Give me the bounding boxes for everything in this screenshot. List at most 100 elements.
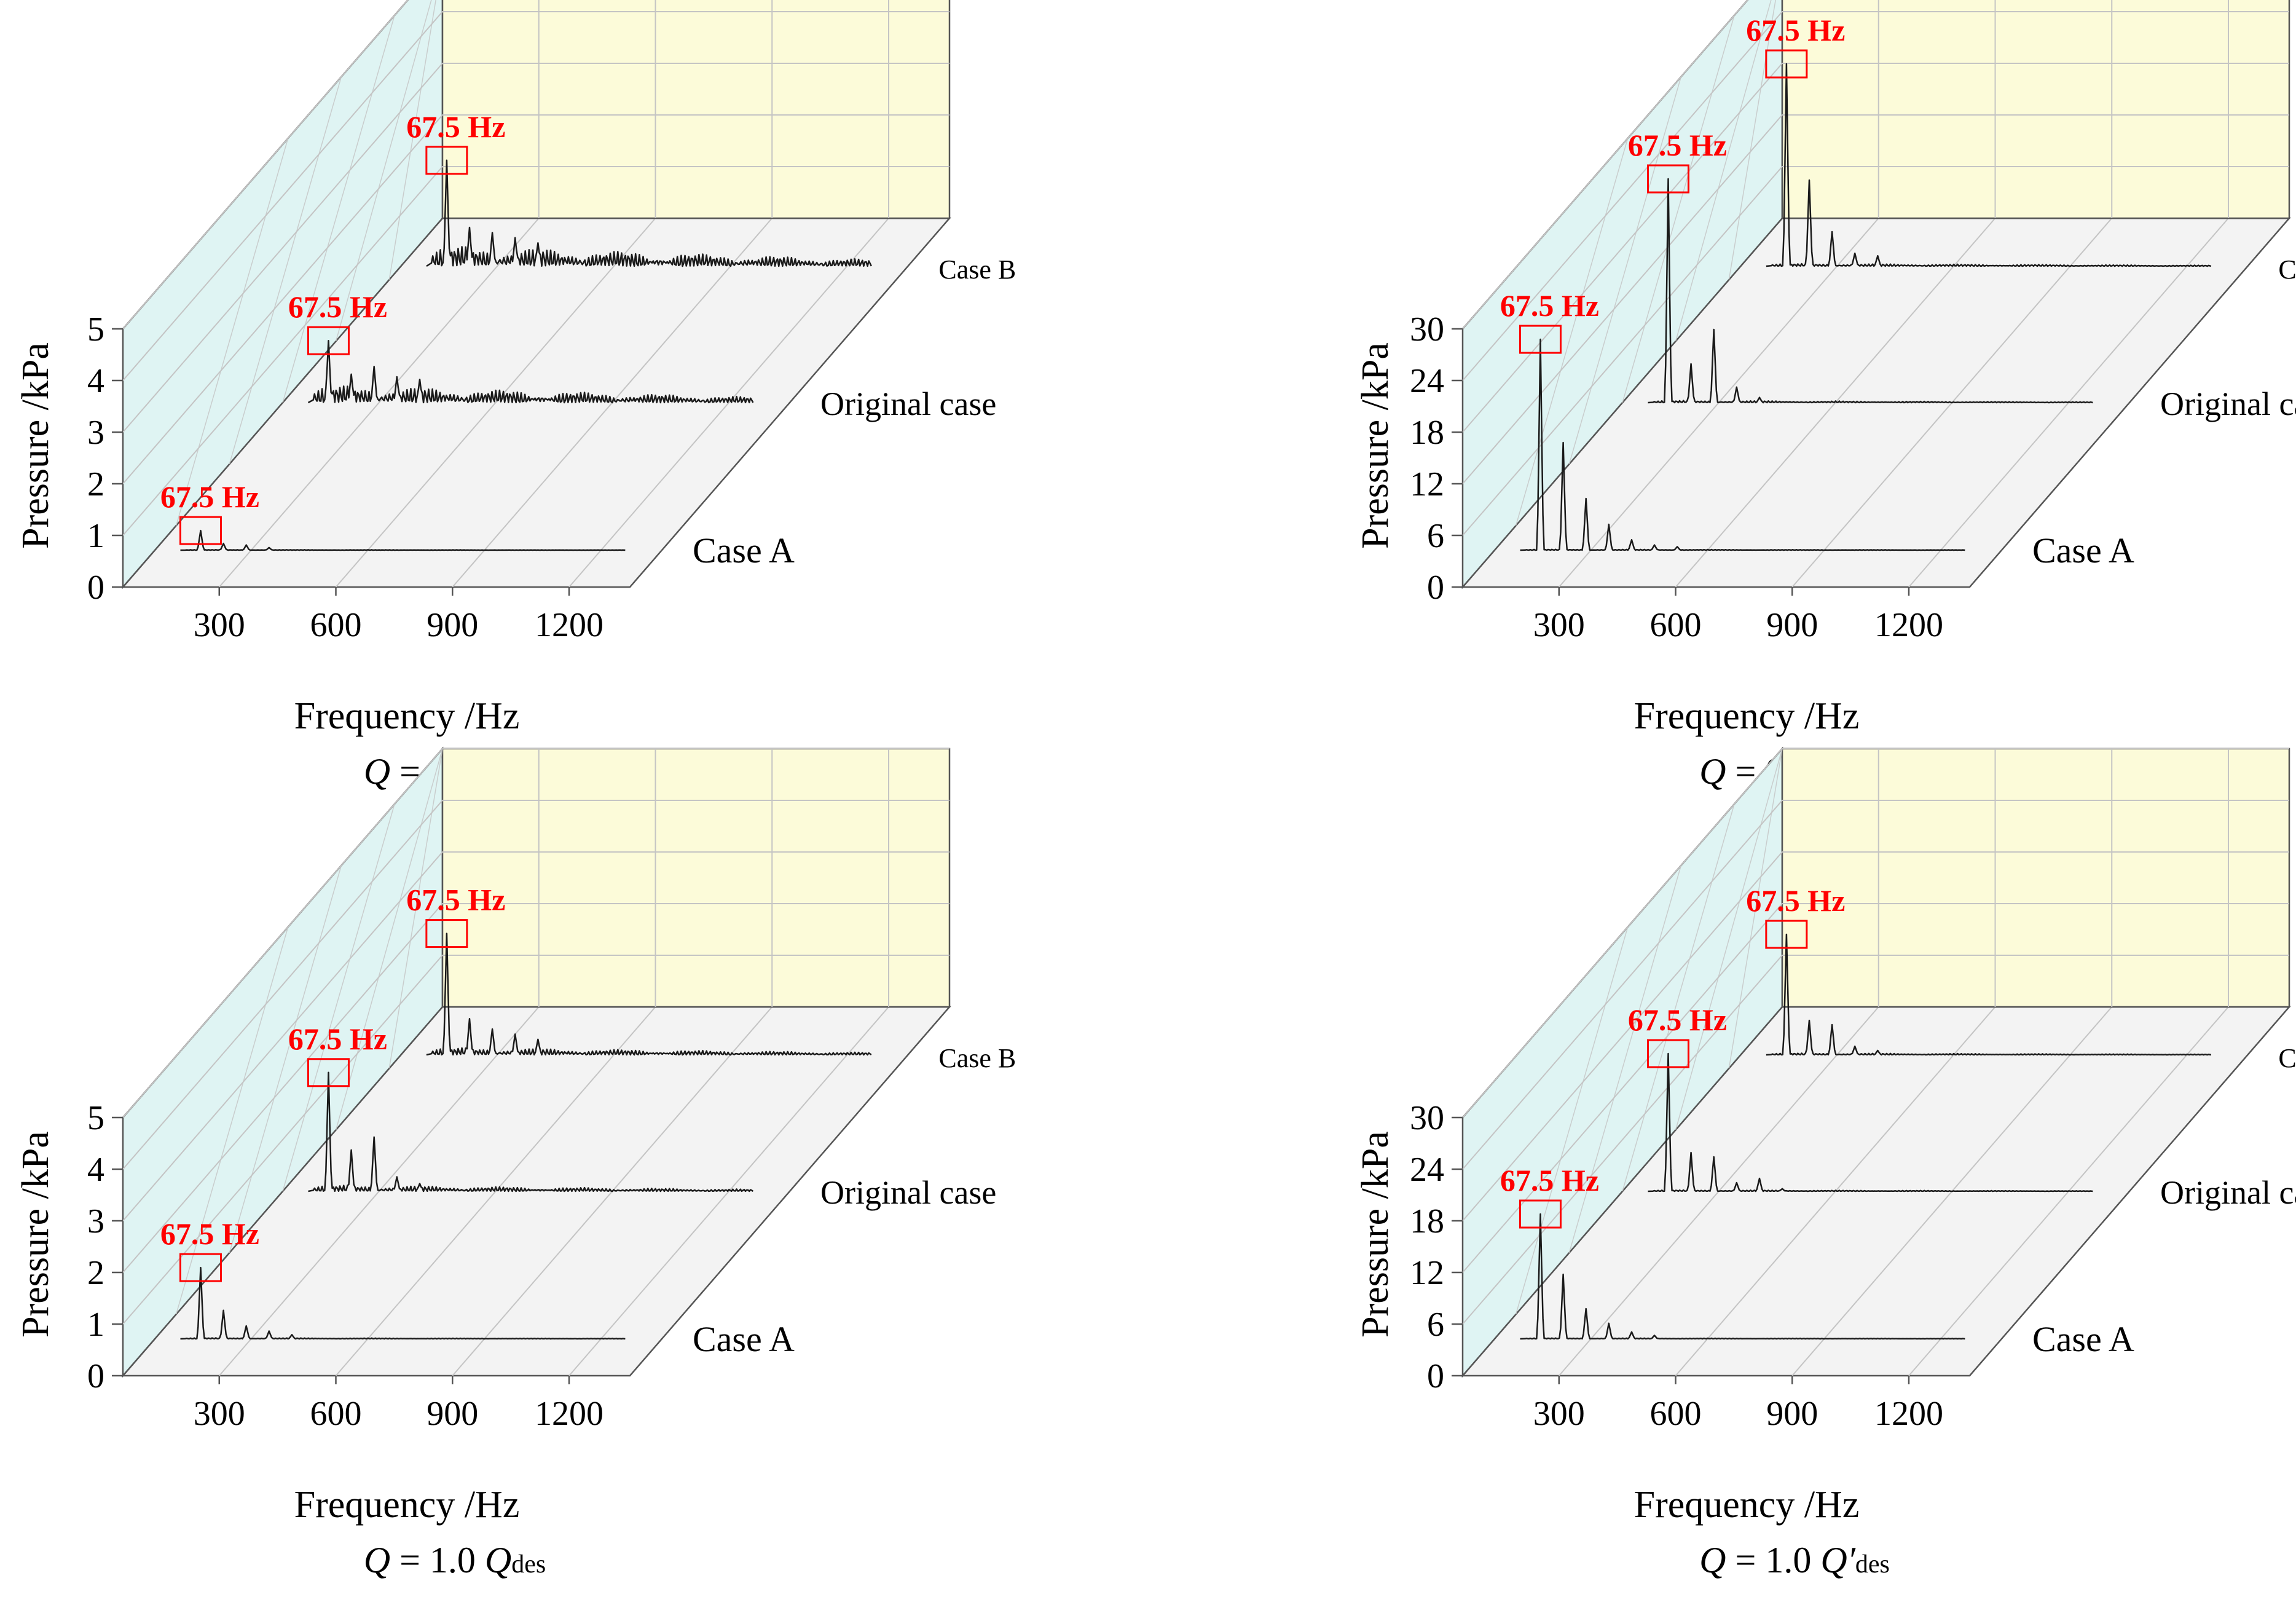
y-axis-label: Pressure /kPa: [1354, 342, 1396, 549]
series-label: Case B: [2278, 254, 2296, 285]
y-tick-label: 0: [1427, 1357, 1444, 1395]
peak-annotation-label: 67.5 Hz: [1628, 1003, 1727, 1037]
peak-annotation-label: 67.5 Hz: [160, 1217, 259, 1251]
series-label: Original case: [2160, 1174, 2296, 1211]
y-tick-label: 0: [1427, 569, 1444, 607]
y-tick-label: 18: [1410, 414, 1444, 452]
side-wall-guide: [1515, 926, 1629, 1315]
x-tick-label: 300: [194, 606, 245, 644]
y-tick-label: 1: [87, 1306, 104, 1344]
wall-gridline-horizontal: [1462, 0, 1748, 329]
x-tick-label: 300: [1533, 606, 1585, 644]
side-wall-guide: [1568, 76, 1682, 465]
series-line-case-b: [1766, 63, 2212, 267]
panel-title: Q = 1.0 Q′des: [1699, 1540, 1890, 1580]
series-label: Case A: [2032, 530, 2134, 570]
peak-annotation-label: 67.5 Hz: [1746, 883, 1845, 918]
y-tick-label: 24: [1410, 362, 1444, 400]
x-tick-label: 600: [310, 1395, 362, 1433]
peak-annotation-box: [307, 326, 350, 355]
x-tick-label: 1200: [535, 606, 603, 644]
side-wall-guide: [175, 138, 289, 526]
side-wall-guide: [1622, 803, 1735, 1192]
x-axis-label: Frequency /Hz: [294, 1484, 520, 1526]
y-tick-label: 4: [87, 1151, 104, 1189]
series-line-case-a: [180, 529, 626, 551]
wall-gridline-horizontal: [1462, 903, 2289, 1273]
peak-annotation-box: [1519, 325, 1562, 354]
peak-annotation-box: [425, 146, 468, 175]
peak-annotation-label: 67.5 Hz: [406, 109, 505, 144]
x-axis-label: Frequency /Hz: [1634, 695, 1860, 737]
wall-gridline-horizontal: [122, 114, 949, 484]
peak-annotation-label: 67.5 Hz: [1500, 288, 1599, 323]
side-wall-guide: [335, 748, 443, 1130]
wall-gridline-horizontal: [122, 851, 949, 1221]
y-tick-label: 24: [1410, 1151, 1444, 1189]
wall-gridline-horizontal: [122, 63, 949, 433]
side-wall-guide: [282, 803, 395, 1192]
x-tick-label: 1200: [535, 1395, 603, 1433]
wall-gridline-horizontal: [1462, 11, 2289, 381]
peak-annotation-box: [425, 919, 468, 948]
series-label: Original case: [820, 385, 996, 422]
wall-gridline-horizontal: [1462, 800, 2289, 1170]
series-label: Case A: [693, 1319, 795, 1359]
wall-gridline-horizontal: [122, 0, 409, 329]
series-label: Original case: [820, 1174, 996, 1211]
side-wall-guide: [1568, 865, 1682, 1253]
y-tick-label: 12: [1410, 465, 1444, 503]
peak-annotation-label: 67.5 Hz: [1746, 13, 1845, 47]
y-tick-label: 5: [87, 310, 104, 349]
peak-annotation-label: 67.5 Hz: [288, 1022, 387, 1056]
y-axis-label: Pressure /kPa: [1354, 1131, 1396, 1338]
peak-annotation-label: 67.5 Hz: [160, 479, 259, 514]
floor-gridline: [335, 218, 656, 588]
side-wall-guide: [1728, 0, 1776, 280]
series-line-case-a: [1520, 1213, 1965, 1340]
wall-gridline-horizontal: [1462, 955, 2289, 1325]
x-tick-label: 600: [310, 606, 362, 644]
peak-annotation-box: [1646, 1039, 1689, 1068]
wall-gridline-horizontal: [122, 955, 949, 1325]
wall-gridline-horizontal: [1462, 166, 2289, 536]
series-label: Case B: [938, 1043, 1016, 1073]
series-line-original-case: [308, 1071, 754, 1193]
y-tick-label: 30: [1410, 1099, 1444, 1137]
y-tick-label: 1: [87, 517, 104, 555]
series-label: Original case: [2160, 385, 2296, 422]
panel-q07-qdes-prime: 67.5 Hz Case A 67.5 Hz Original case 67.5 Hz…: [1354, 0, 2296, 792]
series-label: Case A: [693, 530, 795, 570]
side-wall-guide: [282, 15, 395, 403]
y-axis-label: Pressure /kPa: [15, 1131, 57, 1338]
side-wall-guide: [388, 0, 436, 280]
panel-q07-qdes: 67.5 Hz Case A 67.5 Hz Original case 67.5 Hz…: [15, 0, 1016, 792]
y-tick-label: 30: [1410, 310, 1444, 349]
series-line-case-b: [1766, 933, 2212, 1056]
y-tick-label: 6: [1427, 517, 1444, 555]
y-tick-label: 4: [87, 362, 104, 400]
floor-gridline: [218, 218, 540, 588]
wall-gridline-horizontal: [122, 11, 949, 381]
floor-gridline: [335, 1006, 656, 1376]
side-wall-guide: [1675, 748, 1783, 1130]
peak-annotation-box: [179, 1253, 222, 1282]
y-tick-label: 18: [1410, 1202, 1444, 1240]
peak-annotation-label: 67.5 Hz: [1500, 1163, 1599, 1197]
wall-gridline-horizontal: [1462, 851, 2289, 1221]
peak-annotation-label: 67.5 Hz: [1628, 128, 1727, 162]
x-axis-label: Frequency /Hz: [294, 695, 520, 737]
y-tick-label: 2: [87, 1254, 104, 1292]
floor-gridline: [1675, 218, 1996, 588]
peak-annotation-label: 67.5 Hz: [406, 883, 505, 917]
x-tick-label: 300: [1533, 1395, 1585, 1433]
series-label: Case A: [2032, 1319, 2134, 1359]
side-wall-guide: [1515, 138, 1629, 526]
x-tick-label: 600: [1650, 1395, 1702, 1433]
series-line-case-b: [426, 159, 872, 267]
x-tick-label: 600: [1650, 606, 1702, 644]
side-wall-guide: [1728, 748, 1783, 1069]
panel-q10-qdes: 67.5 Hz Case A 67.5 Hz Original case 67.5 Hz…: [15, 746, 1016, 1580]
series-line-original-case: [307, 339, 754, 404]
side-wall-guide: [175, 926, 289, 1315]
